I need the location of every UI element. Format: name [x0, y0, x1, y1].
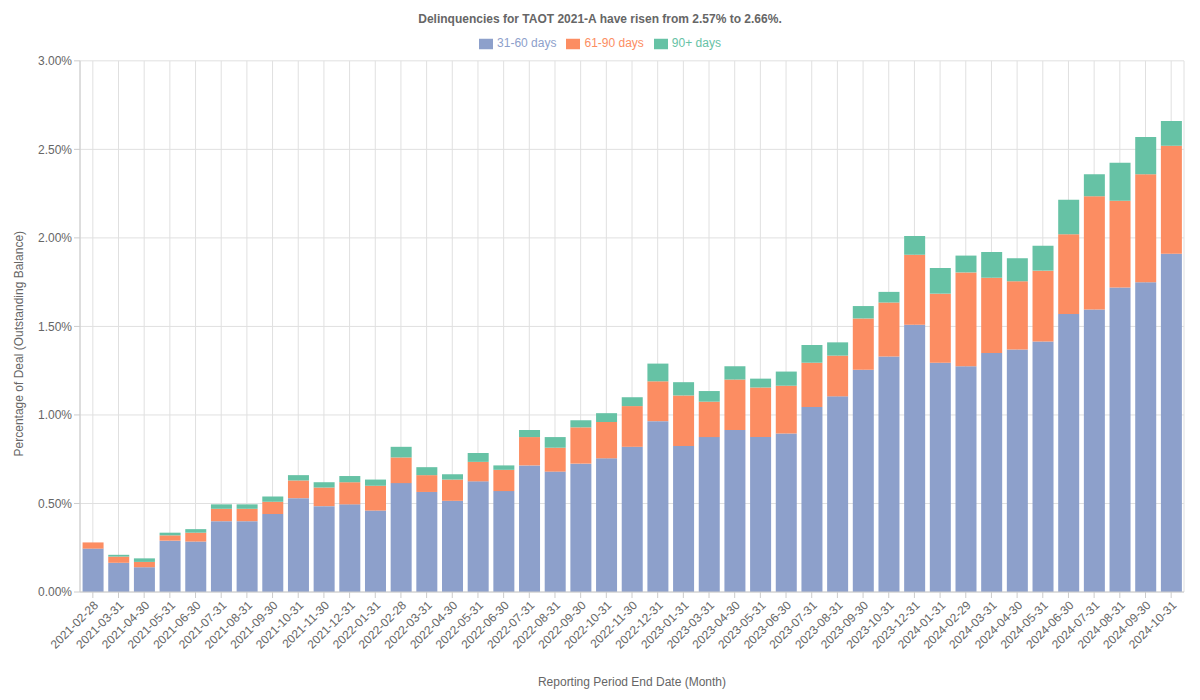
svg-text:2021-11-30: 2021-11-30 [279, 598, 333, 651]
svg-text:2022-08-31: 2022-08-31 [509, 598, 564, 652]
svg-text:2022-07-31: 2022-07-31 [484, 598, 538, 652]
svg-text:2.50%: 2.50% [38, 143, 72, 157]
svg-text:2024-10-31: 2024-10-31 [1126, 598, 1180, 652]
svg-text:2023-12-31: 2023-12-31 [869, 598, 923, 652]
svg-text:2022-04-30: 2022-04-30 [407, 598, 461, 652]
svg-text:2024-02-29: 2024-02-29 [920, 598, 974, 652]
html-text:61-90 days: 61-90 days [584, 36, 644, 50]
svg-text:2022-02-28: 2022-02-28 [355, 598, 410, 652]
svg-text:2021-10-31: 2021-10-31 [253, 598, 307, 652]
svg-text:2022-11-30: 2022-11-30 [587, 598, 641, 651]
svg-text:2022-05-31: 2022-05-31 [432, 598, 487, 652]
svg-text:2024-08-31: 2024-08-31 [1074, 598, 1128, 652]
svg-text:2024-05-31: 2024-05-31 [997, 598, 1051, 652]
svg-text:2021-09-30: 2021-09-30 [227, 598, 281, 652]
svg-text:Percentage of Deal (Outstandin: Percentage of Deal (Outstanding Balance) [12, 231, 26, 456]
svg-text:2022-10-31: 2022-10-31 [561, 598, 615, 652]
svg-text:2022-12-31: 2022-12-31 [612, 598, 666, 652]
svg-text:2023-03-31: 2023-03-31 [663, 598, 718, 652]
html-text:90+ days: 90+ days [671, 36, 721, 50]
svg-text:2022-03-31: 2022-03-31 [381, 598, 435, 652]
svg-text:0.50%: 0.50% [38, 497, 72, 511]
svg-text:2021-02-28: 2021-02-28 [47, 598, 101, 652]
svg-text:2023-06-30: 2023-06-30 [740, 598, 795, 652]
html-text:31-60 days: 31-60 days [497, 36, 557, 50]
svg-text:2024-09-30: 2024-09-30 [1100, 598, 1154, 652]
svg-text:2021-05-31: 2021-05-31 [124, 598, 178, 652]
svg-text:3.00%: 3.00% [38, 54, 72, 68]
svg-text:2023-09-30: 2023-09-30 [817, 598, 872, 652]
svg-text:1.50%: 1.50% [38, 320, 72, 334]
svg-text:2022-09-30: 2022-09-30 [535, 598, 589, 652]
svg-text:2024-07-31: 2024-07-31 [1049, 598, 1103, 652]
svg-text:2021-08-31: 2021-08-31 [201, 598, 255, 652]
svg-text:2024-04-30: 2024-04-30 [972, 598, 1026, 652]
svg-text:2021-12-31: 2021-12-31 [304, 598, 358, 652]
svg-text:2.00%: 2.00% [38, 231, 72, 245]
svg-text:2024-03-31: 2024-03-31 [946, 598, 1000, 652]
svg-text:2021-06-30: 2021-06-30 [150, 598, 204, 652]
svg-text:2022-06-30: 2022-06-30 [458, 598, 512, 652]
svg-text:2023-07-31: 2023-07-31 [766, 598, 820, 652]
svg-text:2021-03-31: 2021-03-31 [73, 598, 127, 652]
svg-text:2021-04-30: 2021-04-30 [99, 598, 153, 652]
svg-text:2023-04-30: 2023-04-30 [689, 598, 743, 652]
svg-text:2023-05-31: 2023-05-31 [715, 598, 769, 652]
svg-text:2022-01-31: 2022-01-31 [330, 598, 384, 652]
svg-text:Reporting Period End Date (Mon: Reporting Period End Date (Month) [538, 675, 726, 689]
svg-text:0.00%: 0.00% [38, 585, 72, 599]
svg-text:2024-01-31: 2024-01-31 [894, 598, 949, 652]
svg-text:1.00%: 1.00% [38, 408, 72, 422]
svg-text:2023-10-31: 2023-10-31 [843, 598, 897, 652]
svg-text:2023-01-31: 2023-01-31 [638, 598, 692, 652]
html-text:Delinquencies for TAOT 2021-A: Delinquencies for TAOT 2021-A have risen… [418, 12, 782, 26]
svg-text:2024-06-30: 2024-06-30 [1023, 598, 1077, 652]
svg-text:2023-08-31: 2023-08-31 [792, 598, 846, 652]
svg-text:2021-07-31: 2021-07-31 [176, 598, 230, 652]
